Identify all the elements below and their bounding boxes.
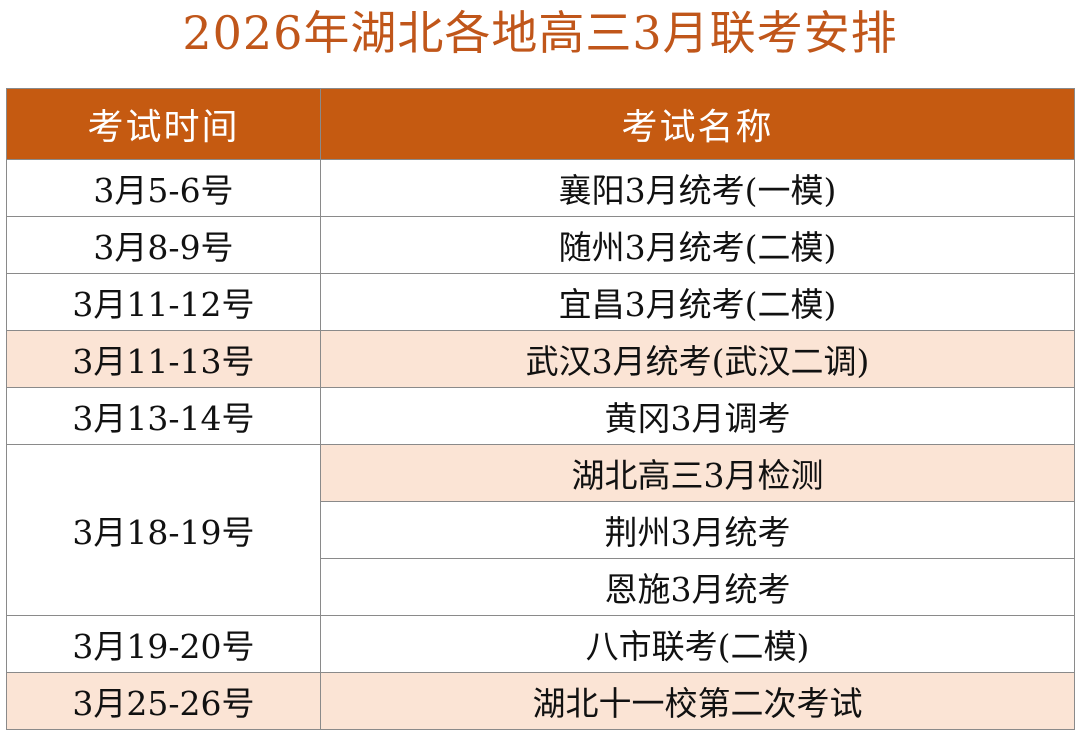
exam-name-cell: 宜昌3月统考(二模) xyxy=(320,273,1075,331)
table-row: 荆州3月统考 xyxy=(7,501,1075,559)
exam-time-cell: 3月5-6号 xyxy=(6,159,321,217)
header-exam-time: 考试时间 xyxy=(6,88,321,160)
exam-name-cell: 黄冈3月调考 xyxy=(320,387,1075,445)
exam-name-cell: 荆州3月统考 xyxy=(320,501,1075,559)
exam-name-cell: 八市联考(二模) xyxy=(320,615,1075,673)
table-row: 3月11-12号 宜昌3月统考(二模) xyxy=(6,273,1075,331)
exam-name-cell: 随州3月统考(二模) xyxy=(320,216,1075,274)
table-row-highlighted: 3月25-26号 湖北十一校第二次考试 xyxy=(6,672,1075,730)
exam-time-cell: 3月19-20号 xyxy=(6,615,321,673)
exam-time-cell: 3月8-9号 xyxy=(6,216,321,274)
exam-name-cell-highlighted: 湖北高三3月检测 xyxy=(320,444,1075,502)
exam-time-cell-merged: 3月18-19号 xyxy=(6,444,321,616)
table-header-row: 考试时间 考试名称 xyxy=(6,88,1075,160)
page-title: 2026年湖北各地高三3月联考安排 xyxy=(182,6,898,60)
exam-time-cell: 3月25-26号 xyxy=(6,672,321,730)
exam-time-cell: 3月13-14号 xyxy=(6,387,321,445)
table-row: 3月19-20号 八市联考(二模) xyxy=(6,615,1075,673)
exam-time-cell: 3月11-12号 xyxy=(6,273,321,331)
exam-name-cell: 襄阳3月统考(一模) xyxy=(320,159,1075,217)
table-row: 3月18-19号 湖北高三3月检测 xyxy=(6,444,1075,616)
exam-name-cell: 武汉3月统考(武汉二调) xyxy=(320,330,1075,388)
table-row: 恩施3月统考 xyxy=(7,558,1075,616)
exam-name-cell: 恩施3月统考 xyxy=(320,558,1075,616)
exam-time-cell: 3月11-13号 xyxy=(6,330,321,388)
header-exam-name: 考试名称 xyxy=(320,88,1075,160)
table-row: 3月8-9号 随州3月统考(二模) xyxy=(6,216,1075,274)
table-row-highlighted: 3月11-13号 武汉3月统考(武汉二调) xyxy=(6,330,1075,388)
table-row: 3月13-14号 黄冈3月调考 xyxy=(6,387,1075,445)
exam-name-cell: 湖北十一校第二次考试 xyxy=(320,672,1075,730)
table-row: 3月5-6号 襄阳3月统考(一模) xyxy=(6,159,1075,217)
exam-schedule-table: 考试时间 考试名称 3月5-6号 襄阳3月统考(一模) 3月8-9号 随州3月统… xyxy=(6,88,1075,730)
